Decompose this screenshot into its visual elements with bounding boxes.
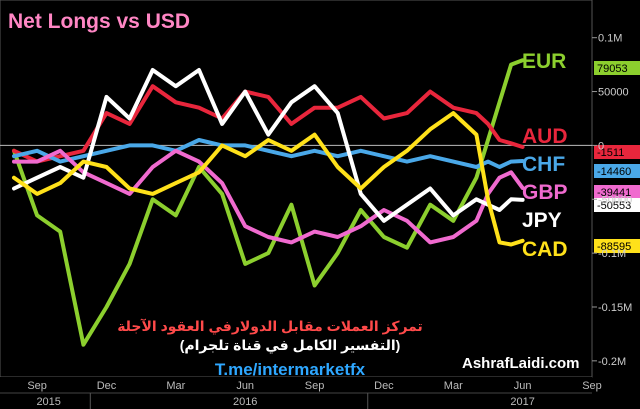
last-value-box-chf [594, 164, 640, 178]
x-tick-label: Dec [97, 380, 117, 392]
last-value-box-cad [594, 239, 640, 253]
y-tick-label: 0.1M [598, 33, 622, 45]
chart-title: Net Longs vs USD [8, 10, 190, 33]
y-tick-label: 0 [598, 140, 604, 152]
x-tick-label: Jun [514, 380, 532, 392]
x-tick-label: Sep [582, 380, 602, 392]
series-line-gbp [12, 148, 525, 245]
series-line-cad [12, 111, 525, 247]
watermark-text: AshrafLaidi.com [462, 355, 580, 372]
last-value-label-jpy: -50553 [597, 200, 631, 212]
last-value-label-gbp: -39441 [597, 187, 631, 199]
y-tick-label: -0.15M [598, 302, 632, 314]
x-tick-label: Mar [444, 380, 463, 392]
series-label-jpy: JPY [522, 209, 562, 232]
series-label-aud: AUD [522, 125, 568, 148]
x-tick-label: Dec [374, 380, 394, 392]
series-label-gbp: GBP [522, 181, 568, 204]
telegram-link[interactable]: T.me/intermarketfx [215, 360, 366, 379]
series-label-eur: EUR [522, 50, 566, 73]
series-line-eur [12, 58, 525, 347]
series-line-aud [12, 84, 525, 164]
x-tick-label: Sep [305, 380, 325, 392]
x-year-label: 2015 [36, 396, 60, 408]
x-year-label: 2017 [510, 396, 534, 408]
y-tick-label: -50000 [598, 194, 632, 206]
last-value-label-chf: -14460 [597, 166, 631, 178]
last-value-label-eur: 79053 [597, 63, 628, 75]
series-line-jpy [12, 68, 525, 223]
series-line-chf [12, 138, 525, 169]
y-tick-label: -0.1M [598, 248, 626, 260]
x-year-label: 2016 [233, 396, 257, 408]
y-tick-label: -0.2M [598, 356, 626, 368]
last-value-box-jpy [594, 198, 640, 212]
x-tick-label: Jun [236, 380, 254, 392]
y-tick-label: 50000 [598, 87, 629, 99]
last-value-label-aud: -1511 [597, 147, 624, 159]
last-value-box-eur [594, 61, 640, 75]
x-tick-label: Mar [166, 380, 185, 392]
arabic-annotation-line2: (التفسير الكامل في قناة تلجرام) [180, 337, 401, 354]
last-value-label-cad: -88595 [597, 241, 631, 253]
x-tick-label: Sep [27, 380, 47, 392]
last-value-box-gbp [594, 185, 640, 199]
last-value-box-aud [594, 145, 640, 159]
series-label-chf: CHF [522, 153, 565, 176]
series-label-cad: CAD [522, 238, 568, 261]
arabic-annotation-line1: تمركز العملات مقابل الدولارفي العقود الآ… [117, 318, 423, 335]
